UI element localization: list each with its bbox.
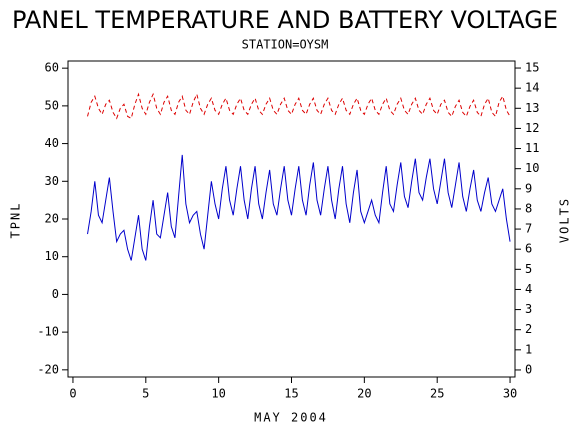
x-tick-label: 0 <box>69 387 76 401</box>
y-tick-label: 20 <box>45 212 59 226</box>
x-tick-label: 25 <box>430 387 444 401</box>
y-tick-label: 10 <box>45 249 59 263</box>
data-line <box>87 154 511 261</box>
y2-tick-label: 6 <box>525 242 532 256</box>
y2-tick-label: 15 <box>525 61 539 75</box>
x-tick-label: 30 <box>503 387 517 401</box>
chart-title: PANEL TEMPERATURE AND BATTERY VOLTAGE <box>12 6 558 34</box>
y2-tick-label: 8 <box>525 201 532 215</box>
y-tick-label: -10 <box>37 325 59 339</box>
x-tick-label: 10 <box>211 387 225 401</box>
plot-frame <box>67 60 516 378</box>
x-tick-label: 15 <box>284 387 298 401</box>
y-axis-label: TPNL <box>9 202 23 239</box>
y2-tick-label: 13 <box>525 101 539 115</box>
x-axis-label: MAY 2004 <box>254 411 328 425</box>
y2-tick-label: 7 <box>525 222 532 236</box>
y2-tick-label: 2 <box>525 322 532 336</box>
y-tick-label: 0 <box>52 287 59 301</box>
x-tick-label: 5 <box>142 387 149 401</box>
y2-tick-label: 4 <box>525 282 532 296</box>
y2-tick-label: 5 <box>525 262 532 276</box>
y-tick-label: 50 <box>45 98 59 112</box>
y2-tick-label: 0 <box>525 362 532 376</box>
y2-tick-label: 12 <box>525 121 539 135</box>
data-line <box>87 92 511 120</box>
y2-tick-label: 3 <box>525 302 532 316</box>
x-tick-label: 20 <box>357 387 371 401</box>
y2-axis-label: VOLTS <box>558 197 570 243</box>
y-tick-label: 60 <box>45 61 59 75</box>
y-tick-label: -20 <box>37 362 59 376</box>
y2-tick-label: 1 <box>525 342 532 356</box>
y2-tick-label: 10 <box>525 161 539 175</box>
y2-tick-label: 9 <box>525 181 532 195</box>
y-tick-label: 30 <box>45 174 59 188</box>
y2-tick-label: 14 <box>525 81 539 95</box>
chart-subtitle: STATION=OYSM <box>242 38 329 52</box>
y2-tick-label: 11 <box>525 141 539 155</box>
y-tick-label: 40 <box>45 136 59 150</box>
